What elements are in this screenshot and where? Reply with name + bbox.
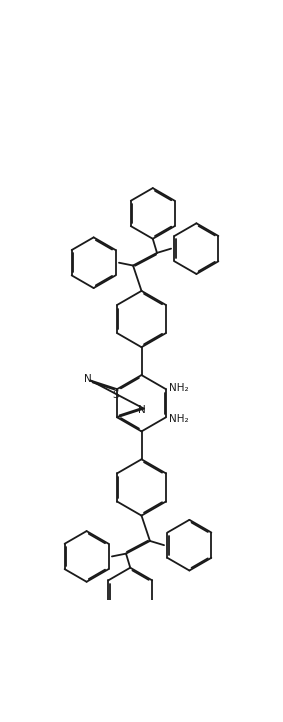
Text: NH₂: NH₂ [169,383,189,393]
Text: NH₂: NH₂ [169,414,189,424]
Text: N: N [84,374,92,384]
Text: N: N [138,405,145,415]
Text: S: S [112,390,119,399]
